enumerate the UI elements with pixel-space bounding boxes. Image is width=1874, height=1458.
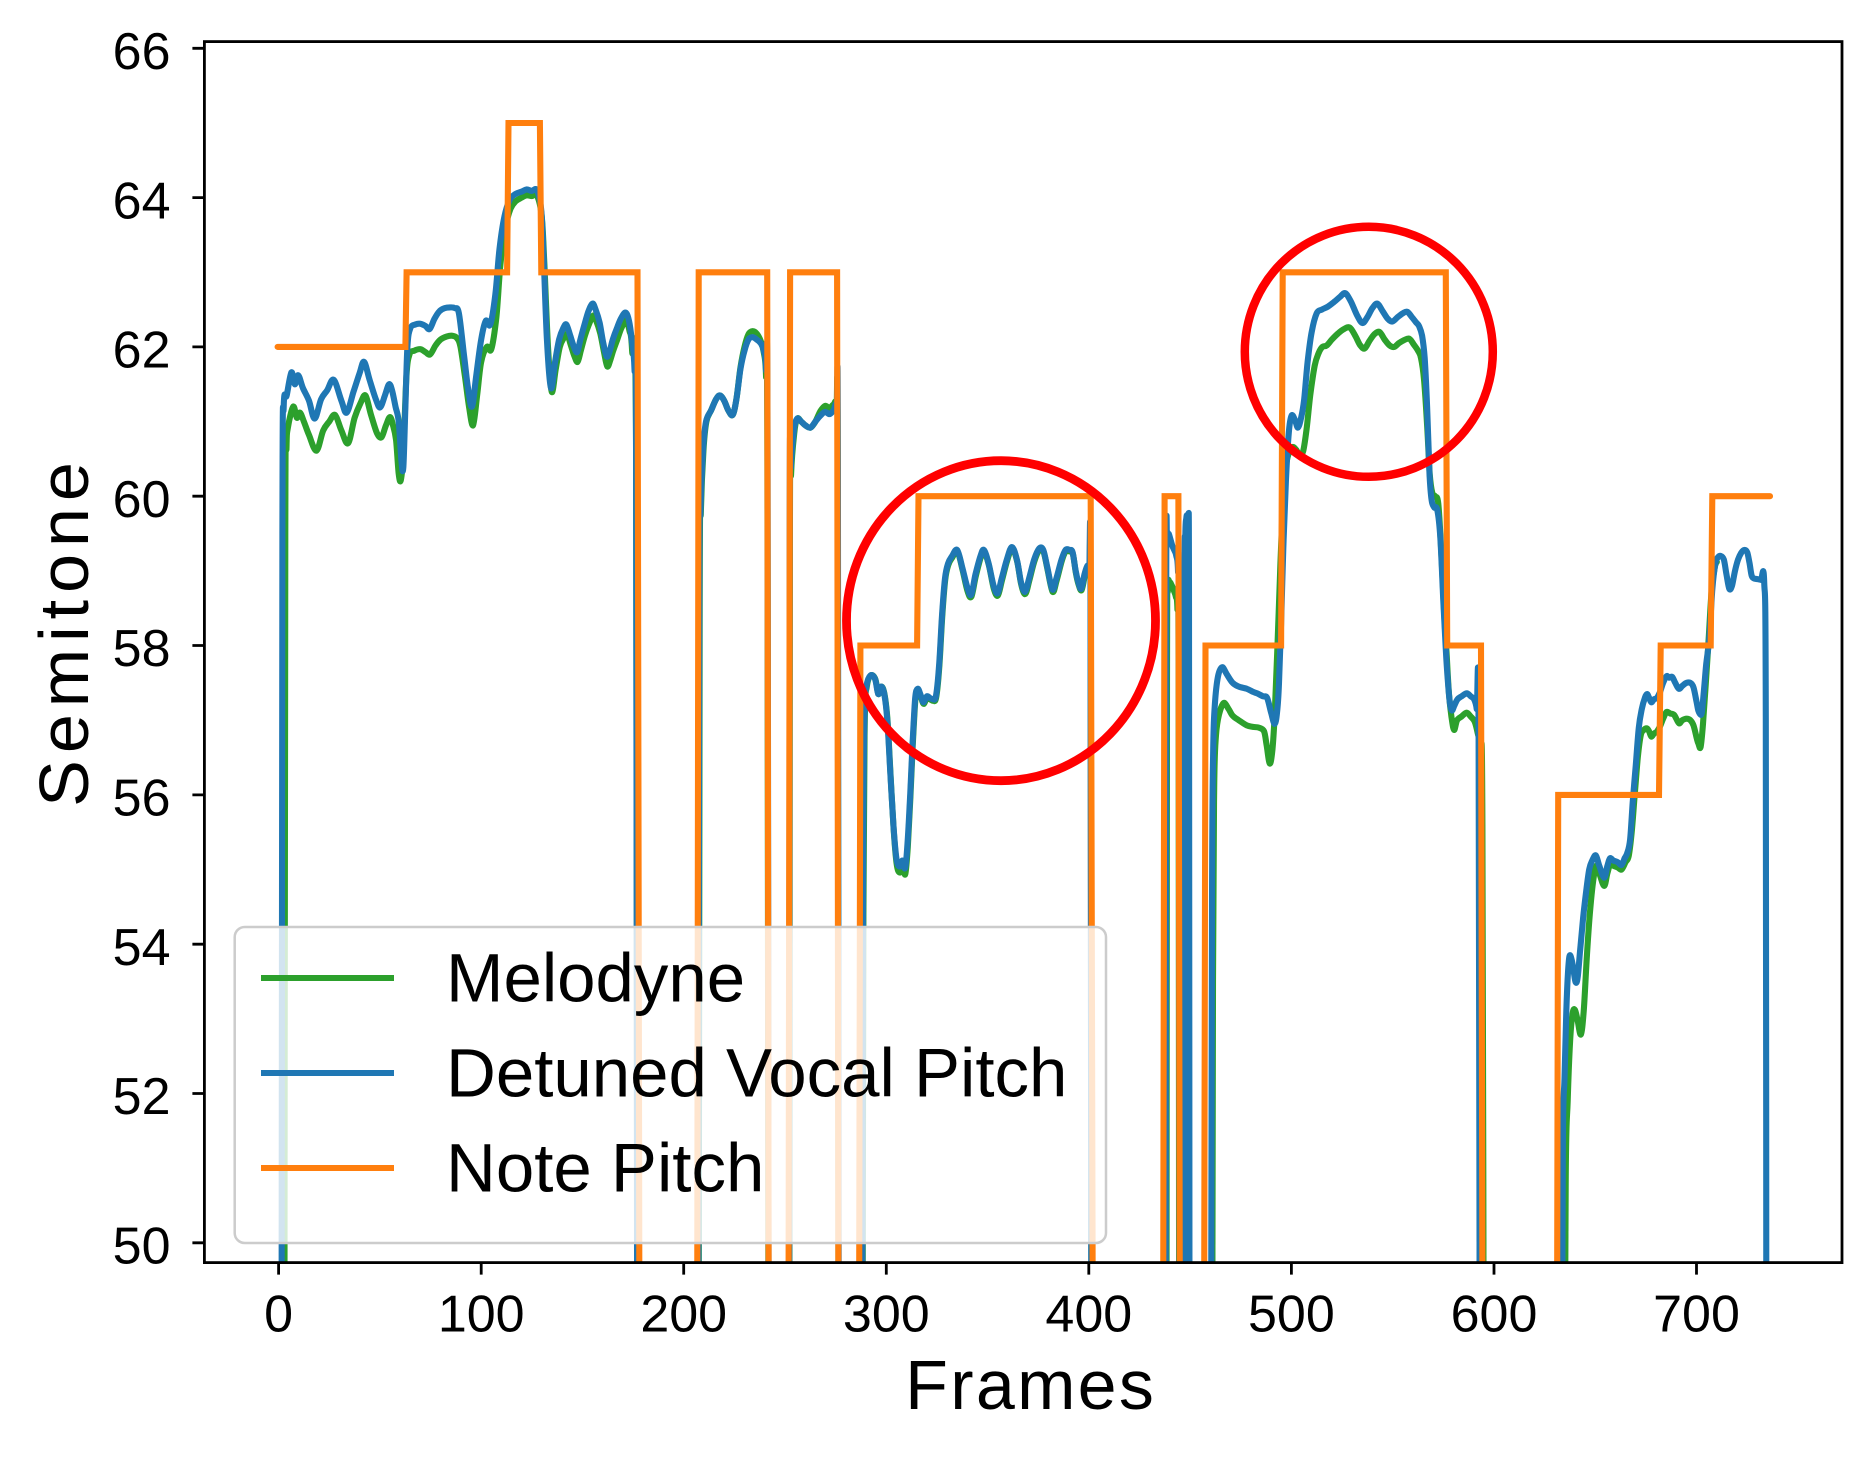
svg-text:62: 62 bbox=[113, 322, 171, 380]
svg-text:Frames: Frames bbox=[905, 1346, 1156, 1424]
svg-text:200: 200 bbox=[640, 1286, 727, 1344]
svg-text:300: 300 bbox=[843, 1286, 930, 1344]
svg-text:Detuned Vocal Pitch: Detuned Vocal Pitch bbox=[446, 1035, 1067, 1112]
svg-text:52: 52 bbox=[113, 1068, 171, 1126]
svg-text:0: 0 bbox=[264, 1286, 293, 1344]
svg-text:64: 64 bbox=[113, 172, 171, 230]
svg-text:500: 500 bbox=[1248, 1286, 1335, 1344]
svg-text:58: 58 bbox=[113, 620, 171, 678]
svg-text:60: 60 bbox=[113, 471, 171, 529]
svg-text:50: 50 bbox=[113, 1218, 171, 1276]
svg-text:400: 400 bbox=[1045, 1286, 1132, 1344]
svg-text:100: 100 bbox=[438, 1286, 525, 1344]
svg-text:Note Pitch: Note Pitch bbox=[446, 1130, 764, 1207]
svg-text:66: 66 bbox=[113, 23, 171, 81]
svg-text:600: 600 bbox=[1451, 1286, 1538, 1344]
svg-text:Semitone: Semitone bbox=[25, 455, 103, 807]
svg-text:Melodyne: Melodyne bbox=[446, 940, 745, 1017]
svg-text:56: 56 bbox=[113, 770, 171, 828]
svg-text:54: 54 bbox=[113, 919, 171, 977]
svg-text:700: 700 bbox=[1653, 1286, 1740, 1344]
